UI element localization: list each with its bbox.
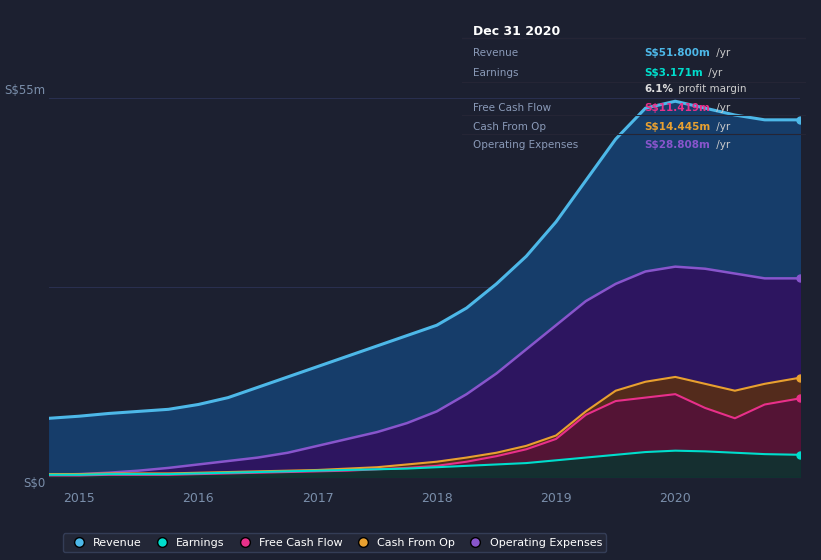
- Text: Earnings: Earnings: [473, 68, 518, 77]
- Text: S$14.445m: S$14.445m: [644, 122, 711, 132]
- Text: Operating Expenses: Operating Expenses: [473, 141, 578, 150]
- Text: Dec 31 2020: Dec 31 2020: [473, 25, 560, 38]
- Text: Cash From Op: Cash From Op: [473, 122, 545, 132]
- Text: /yr: /yr: [713, 48, 730, 58]
- Text: S$11.419m: S$11.419m: [644, 102, 710, 113]
- Text: profit margin: profit margin: [675, 85, 746, 94]
- Text: /yr: /yr: [713, 102, 730, 113]
- Text: S$55m: S$55m: [4, 84, 45, 97]
- Text: 6.1%: 6.1%: [644, 85, 673, 94]
- Legend: Revenue, Earnings, Free Cash Flow, Cash From Op, Operating Expenses: Revenue, Earnings, Free Cash Flow, Cash …: [63, 533, 607, 552]
- Text: /yr: /yr: [713, 122, 730, 132]
- Text: Free Cash Flow: Free Cash Flow: [473, 102, 551, 113]
- Text: S$28.808m: S$28.808m: [644, 141, 710, 150]
- Text: S$0: S$0: [23, 477, 45, 490]
- Text: /yr: /yr: [705, 68, 722, 77]
- Text: S$51.800m: S$51.800m: [644, 48, 710, 58]
- Text: Revenue: Revenue: [473, 48, 518, 58]
- Text: S$3.171m: S$3.171m: [644, 68, 704, 77]
- Text: /yr: /yr: [713, 141, 730, 150]
